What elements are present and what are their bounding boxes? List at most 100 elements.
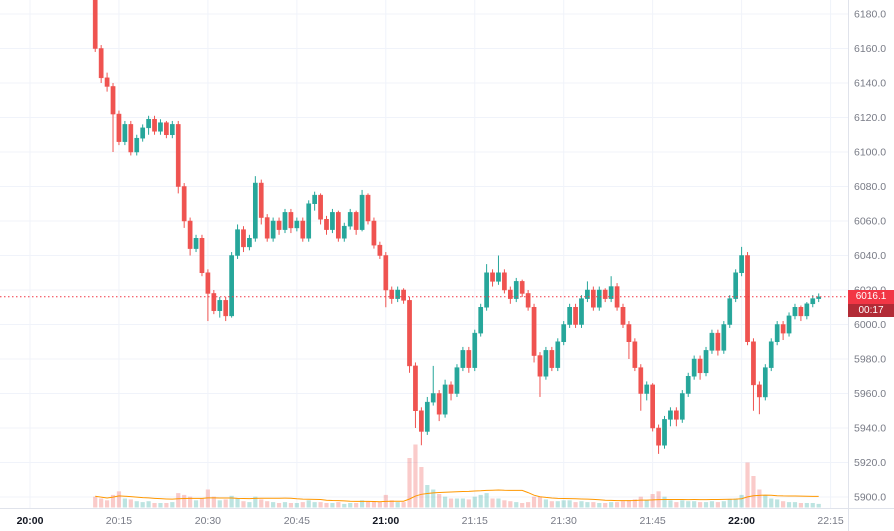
candle-body — [241, 229, 246, 248]
candle-body — [395, 289, 401, 299]
candles-layer — [92, 0, 822, 454]
volume-bar — [318, 502, 323, 508]
candle-body — [247, 238, 252, 248]
candle-body — [656, 427, 661, 446]
candle-body — [181, 186, 187, 222]
candle-body — [205, 272, 211, 294]
candle-body — [697, 358, 703, 374]
candle-body — [567, 307, 572, 325]
volume-bar — [597, 503, 602, 508]
volume-bar — [692, 501, 697, 508]
y-tick-label: 6160.0 — [854, 43, 886, 55]
candle-body — [98, 48, 104, 79]
volume-bar — [531, 496, 537, 508]
time-axis[interactable] — [0, 508, 848, 531]
candle-body — [543, 350, 549, 377]
x-tick-label: 22:15 — [817, 515, 843, 527]
candle-body — [484, 272, 489, 308]
candle-body — [436, 393, 442, 415]
candle-body — [407, 300, 412, 367]
y-tick-label: 5900.0 — [854, 492, 886, 504]
y-tick-label: 6120.0 — [854, 112, 886, 124]
volume-bar — [176, 493, 181, 508]
volume-bar — [448, 498, 454, 508]
volume-bar — [632, 499, 637, 508]
volume-bar — [686, 501, 691, 508]
price-axis[interactable] — [848, 0, 894, 508]
x-tick-label: 20:00 — [17, 515, 44, 527]
candle-body — [549, 350, 555, 368]
volume-bar — [395, 502, 400, 508]
volume-bar — [134, 501, 139, 508]
candle-body — [389, 289, 395, 299]
candle-body — [780, 324, 786, 334]
candle-body — [383, 255, 389, 291]
volume-bar — [229, 495, 234, 508]
candle-body — [258, 182, 264, 218]
volume-bar — [354, 503, 359, 508]
volume-bar — [193, 500, 199, 508]
volume-bar — [502, 500, 507, 508]
candle-body — [442, 384, 448, 415]
candle-body — [116, 113, 122, 142]
candle-body — [721, 324, 727, 351]
volume-bar — [413, 444, 418, 508]
candle-body — [223, 300, 229, 317]
volume-bar — [781, 501, 786, 508]
candle-body — [318, 194, 323, 220]
bar-countdown-label: 00:17 — [848, 303, 894, 317]
candle-body — [585, 289, 590, 299]
volume-bar — [460, 498, 465, 508]
volume-bar — [306, 500, 311, 508]
volume-bar — [508, 501, 513, 508]
volume-layer — [93, 444, 821, 508]
volume-bar — [152, 503, 157, 508]
y-tick-label: 6080.0 — [854, 181, 886, 193]
candle-body — [353, 212, 359, 230]
candle-body — [401, 289, 406, 301]
candle-body — [715, 332, 721, 351]
y-tick-label: 5920.0 — [854, 457, 886, 469]
y-tick-label: 6100.0 — [854, 147, 886, 159]
volume-bar — [733, 498, 738, 508]
volume-bar — [739, 494, 744, 508]
volume-bar — [721, 501, 726, 508]
candle-body — [679, 393, 685, 420]
candle-body — [330, 212, 335, 230]
candle-body — [140, 127, 146, 139]
candle-body — [519, 281, 525, 294]
volume-bar — [217, 500, 222, 508]
volume-bar — [182, 494, 187, 508]
volume-bar — [579, 501, 584, 508]
x-tick-label: 20:30 — [195, 515, 221, 527]
candle-body — [733, 272, 739, 299]
candle-body — [727, 298, 733, 325]
candle-body — [703, 350, 709, 374]
volume-bar — [697, 502, 703, 508]
candle-body — [288, 212, 294, 229]
candle-body — [662, 419, 667, 446]
candle-body — [430, 393, 436, 403]
candle-body — [644, 384, 650, 394]
volume-bar — [668, 500, 673, 508]
volume-bar — [401, 502, 406, 508]
volume-bar — [146, 501, 151, 508]
volume-bar — [300, 502, 305, 508]
candle-body — [632, 341, 638, 368]
volume-bar — [567, 500, 572, 508]
volume-bar — [235, 498, 240, 508]
candle-body — [816, 296, 822, 299]
candle-body — [341, 225, 347, 239]
x-tick-labels: 20:00 20:15 20:30 20:45 21:00 21:15 21:30 21:45… — [17, 515, 844, 527]
volume-bar — [703, 502, 709, 508]
volume-bar — [170, 502, 175, 508]
candle-body — [252, 182, 258, 239]
volume-bar — [164, 503, 169, 508]
volume-bar — [520, 503, 525, 508]
volume-bar — [359, 500, 365, 508]
candle-body — [413, 365, 418, 411]
candle-body — [128, 124, 134, 153]
y-tick-label: 5960.0 — [854, 388, 886, 400]
